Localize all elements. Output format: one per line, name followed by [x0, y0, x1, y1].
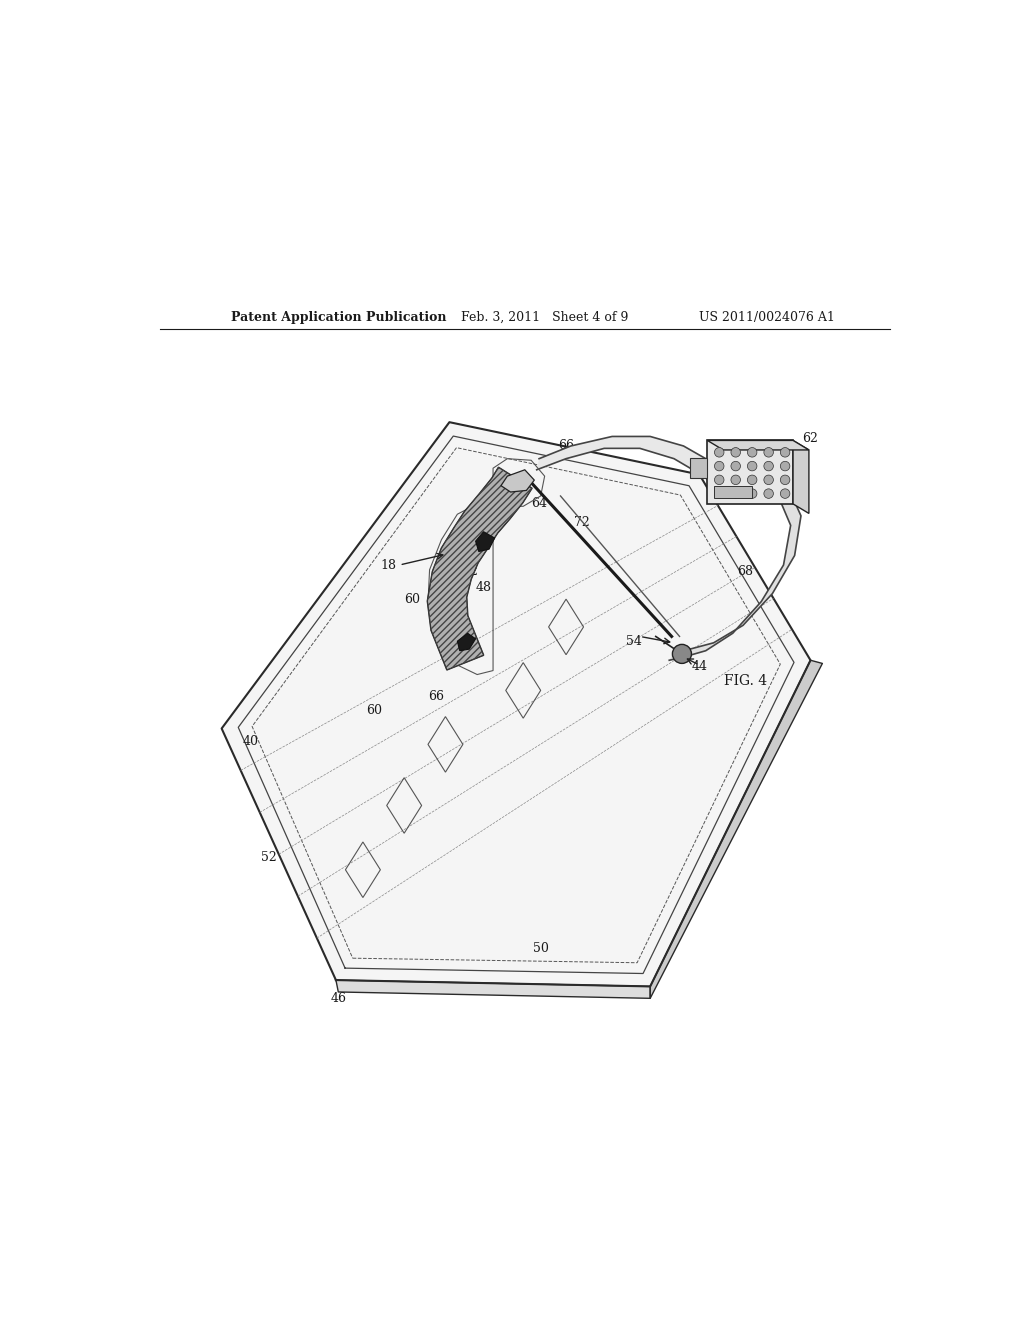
Text: Patent Application Publication: Patent Application Publication — [231, 312, 446, 323]
Text: 46: 46 — [331, 991, 346, 1005]
Circle shape — [748, 461, 757, 471]
Text: 60: 60 — [404, 593, 420, 606]
Circle shape — [731, 447, 740, 457]
Circle shape — [715, 488, 724, 499]
Polygon shape — [475, 532, 495, 552]
Polygon shape — [708, 441, 793, 504]
Polygon shape — [427, 467, 532, 671]
Circle shape — [673, 644, 691, 664]
Circle shape — [780, 447, 790, 457]
Text: US 2011/0024076 A1: US 2011/0024076 A1 — [699, 312, 836, 323]
Text: 64: 64 — [531, 498, 547, 511]
Text: 70: 70 — [492, 516, 507, 529]
Circle shape — [748, 488, 757, 499]
Polygon shape — [537, 437, 729, 488]
Text: 52: 52 — [261, 850, 278, 863]
Text: 44: 44 — [691, 660, 708, 673]
Bar — [714, 487, 753, 498]
Circle shape — [780, 475, 790, 484]
Circle shape — [764, 475, 773, 484]
Bar — [690, 458, 708, 478]
Polygon shape — [221, 422, 811, 986]
Polygon shape — [793, 441, 809, 513]
Circle shape — [780, 488, 790, 499]
Text: 68: 68 — [737, 565, 754, 578]
Circle shape — [764, 488, 773, 499]
Text: 42: 42 — [463, 565, 479, 578]
Polygon shape — [501, 470, 535, 492]
Circle shape — [731, 488, 740, 499]
Circle shape — [780, 461, 790, 471]
Text: Feb. 3, 2011   Sheet 4 of 9: Feb. 3, 2011 Sheet 4 of 9 — [461, 312, 629, 323]
Circle shape — [748, 475, 757, 484]
Text: 62: 62 — [803, 432, 818, 445]
Circle shape — [731, 475, 740, 484]
Text: 18: 18 — [380, 560, 396, 573]
Polygon shape — [336, 979, 650, 998]
Text: 66: 66 — [428, 690, 444, 704]
Text: 50: 50 — [532, 942, 549, 954]
Text: 48: 48 — [475, 581, 492, 594]
Circle shape — [715, 461, 724, 471]
Text: 72: 72 — [574, 516, 590, 529]
Text: 60: 60 — [366, 704, 382, 717]
Text: 66: 66 — [558, 440, 574, 453]
Polygon shape — [670, 473, 801, 660]
Circle shape — [731, 461, 740, 471]
Circle shape — [764, 447, 773, 457]
Circle shape — [748, 447, 757, 457]
Circle shape — [715, 475, 724, 484]
Polygon shape — [708, 441, 809, 450]
Polygon shape — [650, 660, 822, 998]
Text: 54: 54 — [627, 635, 642, 648]
Circle shape — [764, 461, 773, 471]
Polygon shape — [458, 634, 475, 651]
Text: 40: 40 — [243, 735, 259, 748]
Text: FIG. 4: FIG. 4 — [724, 675, 767, 688]
Circle shape — [715, 447, 724, 457]
